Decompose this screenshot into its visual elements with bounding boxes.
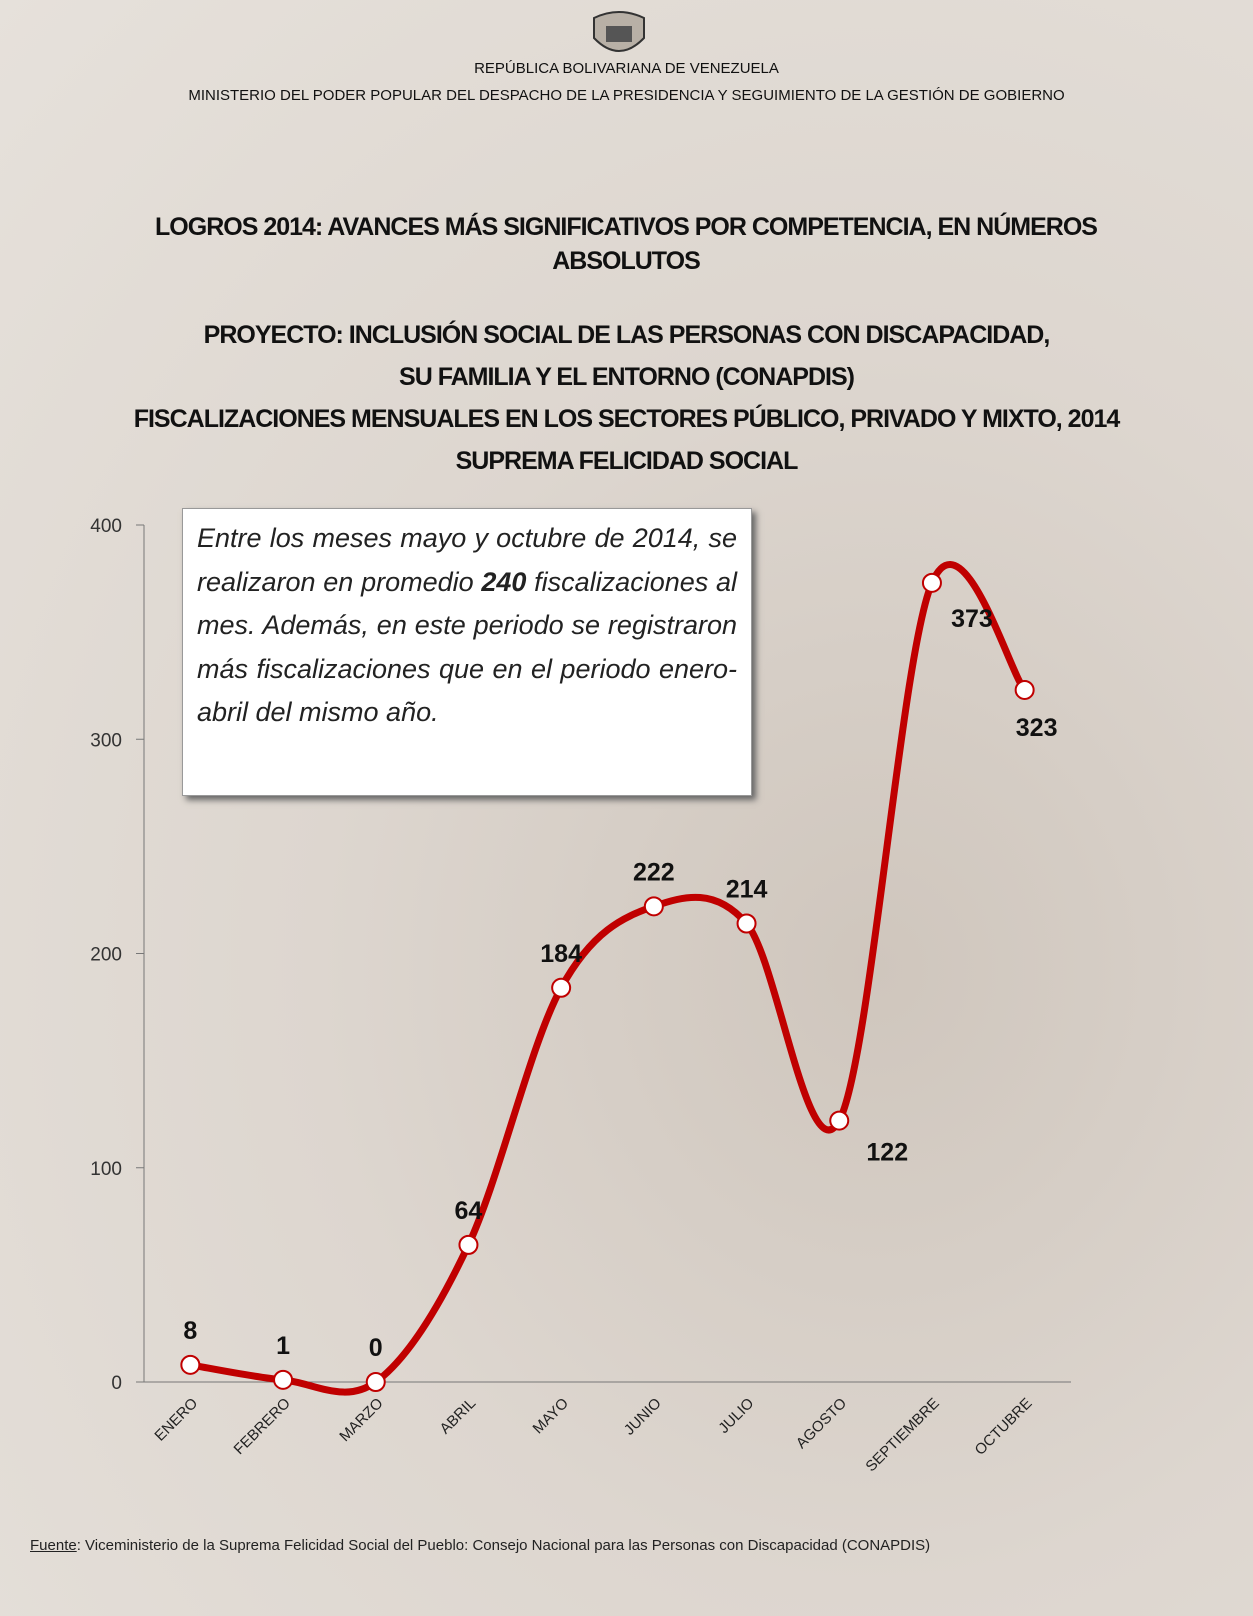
marker	[1014, 679, 1035, 700]
y-tick-label: 0	[111, 1373, 122, 1394]
marker	[551, 977, 572, 998]
ministry: MINISTERIO DEL PODER POPULAR DEL DESPACH…	[188, 87, 1065, 104]
annotation: Entre los meses mayo y octubre de 2014, …	[182, 508, 752, 796]
data-label: 64	[455, 1197, 483, 1225]
source-text: : Viceministerio de la Suprema Felicidad…	[76, 1537, 931, 1554]
country: REPÚBLICA BOLIVARIANA DE VENEZUELA	[474, 60, 779, 77]
y-tick-label: 100	[90, 1159, 122, 1180]
subtitle: FISCALIZACIONES MENSUALES EN LOS SECTORE…	[133, 405, 1121, 433]
marker	[273, 1369, 294, 1390]
x-tick-label: FEBRERO	[231, 1395, 294, 1458]
data-label: 1	[276, 1332, 290, 1360]
annotation-text: fiscalizaciones al mes. Además, en este …	[197, 566, 737, 728]
subtitle: PROYECTO: INCLUSIÓN SOCIAL DE LAS PERSON…	[203, 321, 1051, 349]
annotation-text: Entre los meses mayo y octubre de 2014, …	[197, 523, 737, 597]
data-label: 373	[951, 605, 993, 633]
marker	[458, 1234, 479, 1255]
subtitle: SUPREMA FELICIDAD SOCIAL	[455, 447, 799, 475]
x-tick-label: MARZO	[336, 1395, 386, 1445]
source: Fuente: Viceministerio de la Suprema Fel…	[30, 1535, 1220, 1557]
data-label: 184	[540, 940, 582, 968]
source-label: Fuente	[30, 1537, 77, 1554]
emblem	[593, 11, 645, 52]
chart-title: LOGROS 2014: AVANCES MÁS SIGNIFICATIVOS …	[155, 213, 1098, 275]
x-tick-label: MAYO	[530, 1395, 572, 1437]
marker	[365, 1372, 386, 1392]
data-label: 122	[866, 1139, 908, 1167]
x-tick-label: JULIO	[715, 1395, 757, 1437]
data-label: 8	[183, 1317, 197, 1345]
x-tick-label: ABRIL	[437, 1395, 480, 1438]
marker	[736, 913, 757, 934]
subtitle: SU FAMILIA Y EL ENTORNO (CONAPDIS)	[399, 363, 855, 391]
x-tick-label: JUNIO	[621, 1395, 665, 1439]
annotation-number: 240	[481, 566, 527, 597]
marker	[180, 1354, 201, 1375]
x-tick-label: ENERO	[151, 1395, 201, 1445]
x-tick-label: AGOSTO	[793, 1395, 850, 1452]
marker	[643, 896, 664, 917]
x-tick-label: SEPTIEMBRE	[862, 1395, 942, 1475]
y-tick-label: 200	[90, 945, 122, 966]
x-tick-label: OCTUBRE	[972, 1395, 1036, 1459]
data-label: 0	[369, 1334, 383, 1362]
marker	[829, 1110, 850, 1131]
data-label: 323	[1016, 714, 1058, 742]
marker	[921, 572, 942, 593]
y-tick-label: 400	[90, 516, 122, 537]
y-tick-label: 300	[90, 730, 122, 751]
data-label: 214	[726, 876, 768, 904]
data-label: 222	[633, 858, 675, 886]
